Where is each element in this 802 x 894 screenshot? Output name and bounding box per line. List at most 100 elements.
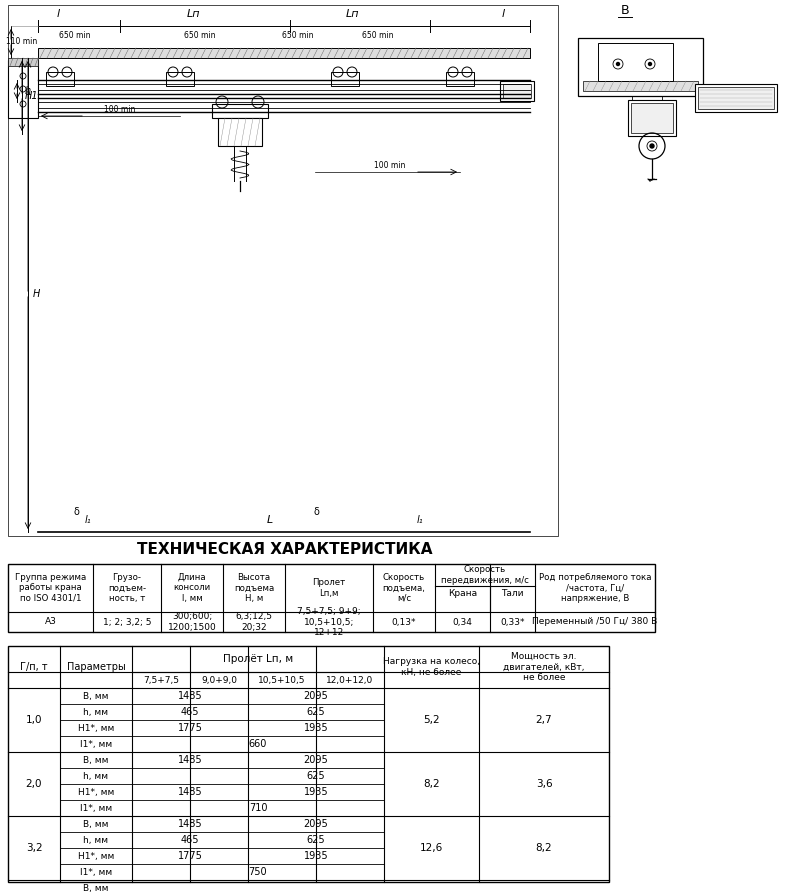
- Text: 100 min: 100 min: [374, 162, 405, 171]
- Text: l1*, мм: l1*, мм: [79, 804, 112, 813]
- Text: Нагрузка на колесо,
кН, не более: Нагрузка на колесо, кН, не более: [383, 657, 480, 677]
- Bar: [582, 81, 697, 91]
- Bar: [445, 72, 473, 86]
- Text: 7,5+7,5: 7,5+7,5: [143, 676, 179, 685]
- Text: 7,5+7,5; 9+9;
10,5+10,5;
12+12: 7,5+7,5; 9+9; 10,5+10,5; 12+12: [297, 607, 360, 637]
- Text: l: l: [56, 9, 59, 19]
- Text: 3,6: 3,6: [535, 779, 552, 789]
- Text: 110 min: 110 min: [6, 38, 38, 46]
- Text: 2095: 2095: [303, 755, 328, 765]
- Bar: [330, 72, 358, 86]
- Text: h, мм: h, мм: [83, 836, 108, 845]
- Text: Крана: Крана: [448, 588, 476, 597]
- Text: Н1*, мм: Н1*, мм: [78, 723, 114, 732]
- Text: 650 min: 650 min: [362, 31, 393, 40]
- Text: 465: 465: [180, 707, 199, 717]
- Text: Скорость
передвижения, м/с: Скорость передвижения, м/с: [440, 565, 529, 585]
- Text: 2095: 2095: [303, 691, 328, 701]
- Text: l: l: [500, 9, 504, 19]
- Bar: [38, 48, 529, 58]
- Text: 6,3;12,5
20;32: 6,3;12,5 20;32: [235, 612, 272, 632]
- Text: Группа режима
работы крана
по ISO 4301/1: Группа режима работы крана по ISO 4301/1: [15, 573, 86, 603]
- Text: Параметры: Параметры: [67, 662, 125, 672]
- Bar: [697, 87, 773, 109]
- Bar: [212, 104, 268, 118]
- Bar: [630, 103, 672, 133]
- Text: h, мм: h, мм: [83, 772, 108, 780]
- Text: ТЕХНИЧЕСКАЯ ХАРАКТЕРИСТИКА: ТЕХНИЧЕСКАЯ ХАРАКТЕРИСТИКА: [137, 542, 432, 556]
- Bar: [627, 100, 675, 136]
- Text: 1,0: 1,0: [26, 715, 43, 725]
- Text: Переменный /50 Гц/ 380 В: Переменный /50 Гц/ 380 В: [532, 618, 657, 627]
- Text: В, мм: В, мм: [83, 883, 108, 892]
- Text: Тали: Тали: [500, 588, 523, 597]
- Circle shape: [649, 144, 653, 148]
- Circle shape: [648, 63, 650, 65]
- Text: 650 min: 650 min: [59, 31, 91, 40]
- Text: L: L: [266, 515, 273, 525]
- Text: Lп: Lп: [186, 9, 200, 19]
- Text: 650 min: 650 min: [282, 31, 314, 40]
- Text: Lп: Lп: [345, 9, 358, 19]
- Text: 10,5+10,5: 10,5+10,5: [258, 676, 306, 685]
- Text: 1; 2; 3,2; 5: 1; 2; 3,2; 5: [103, 618, 151, 627]
- Bar: [8, 564, 654, 632]
- Text: В, мм: В, мм: [83, 820, 108, 829]
- Text: 625: 625: [306, 707, 325, 717]
- Text: 650 min: 650 min: [184, 31, 216, 40]
- Text: 0,33*: 0,33*: [500, 618, 524, 627]
- Bar: [8, 60, 38, 118]
- Text: Длина
консоли
l, мм: Длина консоли l, мм: [173, 573, 210, 603]
- Text: 1935: 1935: [303, 851, 328, 861]
- Text: Грузо-
подъем-
ность, т: Грузо- подъем- ность, т: [107, 573, 146, 603]
- Text: 300;600;
1200;1500: 300;600; 1200;1500: [168, 612, 216, 632]
- Text: 12,6: 12,6: [419, 843, 443, 853]
- Bar: [8, 58, 38, 66]
- Text: B: B: [620, 4, 629, 16]
- Text: Мощность эл.
двигателей, кВт,
не более: Мощность эл. двигателей, кВт, не более: [503, 652, 584, 682]
- Text: h, мм: h, мм: [83, 707, 108, 716]
- Text: Н1*, мм: Н1*, мм: [78, 788, 114, 797]
- Bar: [502, 84, 530, 98]
- Text: H1: H1: [25, 91, 38, 101]
- Bar: [166, 72, 194, 86]
- Text: 1485: 1485: [177, 787, 202, 797]
- Circle shape: [616, 63, 618, 65]
- Text: 5,2: 5,2: [423, 715, 439, 725]
- Text: 710: 710: [249, 803, 267, 813]
- Text: Пролёт Lп, м: Пролёт Lп, м: [223, 654, 293, 664]
- Text: l1*, мм: l1*, мм: [79, 739, 112, 748]
- Text: 750: 750: [249, 867, 267, 877]
- Text: 1935: 1935: [303, 787, 328, 797]
- Text: Г/п, т: Г/п, т: [20, 662, 48, 672]
- Text: А3: А3: [44, 618, 56, 627]
- Text: 2,7: 2,7: [535, 715, 552, 725]
- Text: 1775: 1775: [177, 723, 202, 733]
- Text: h: h: [25, 86, 31, 96]
- Text: 625: 625: [306, 771, 325, 781]
- Text: Н1*, мм: Н1*, мм: [78, 851, 114, 861]
- Bar: [8, 646, 608, 882]
- Text: 1485: 1485: [177, 819, 202, 829]
- Text: Пролет
Lп,м: Пролет Lп,м: [312, 578, 345, 598]
- Text: В, мм: В, мм: [83, 691, 108, 701]
- Text: 8,2: 8,2: [423, 779, 439, 789]
- Bar: [597, 43, 672, 81]
- Text: 660: 660: [249, 739, 267, 749]
- Bar: [695, 84, 776, 112]
- Text: 8,2: 8,2: [535, 843, 552, 853]
- Bar: [577, 38, 702, 96]
- Text: 3,2: 3,2: [26, 843, 43, 853]
- Text: l1*, мм: l1*, мм: [79, 867, 112, 876]
- Text: 2,0: 2,0: [26, 779, 43, 789]
- Text: 1485: 1485: [177, 691, 202, 701]
- Bar: [46, 72, 74, 86]
- Text: 2095: 2095: [303, 819, 328, 829]
- Text: 0,13*: 0,13*: [391, 618, 415, 627]
- Text: l₁: l₁: [416, 515, 423, 525]
- Text: 625: 625: [306, 835, 325, 845]
- Text: 0,34: 0,34: [452, 618, 472, 627]
- Text: Скорость
подъема,
м/с: Скорость подъема, м/с: [382, 573, 425, 603]
- Text: l₁: l₁: [84, 515, 91, 525]
- Text: В, мм: В, мм: [83, 755, 108, 764]
